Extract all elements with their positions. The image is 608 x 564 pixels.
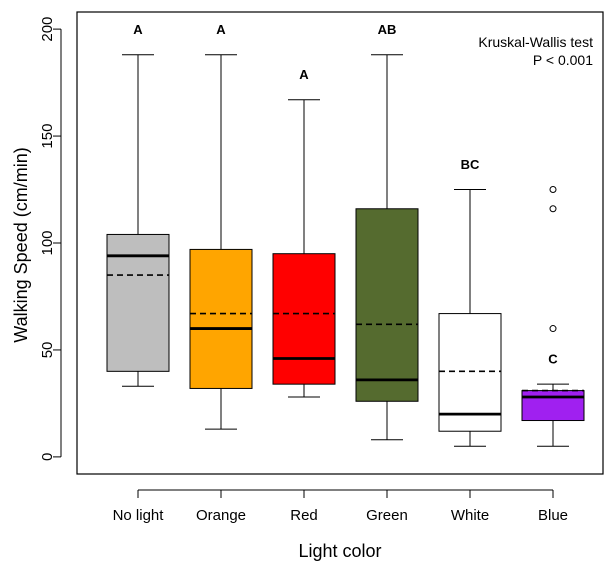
plot-frame xyxy=(76,11,604,475)
iqr-box xyxy=(355,208,419,402)
x-axis: No light Orange Red Green White Blue xyxy=(113,489,568,524)
iqr-box xyxy=(189,248,253,389)
outlier-point xyxy=(549,186,557,194)
iqr-box xyxy=(438,313,502,432)
significance-letter: A xyxy=(133,22,143,37)
iqr-box xyxy=(521,390,585,422)
outlier-point xyxy=(549,205,557,213)
x-tick-label: No light xyxy=(113,507,165,524)
box-group: A xyxy=(106,22,170,387)
x-tick-label: Red xyxy=(290,507,318,524)
box-group: C xyxy=(521,186,585,447)
iqr-box xyxy=(106,233,170,372)
significance-letter: A xyxy=(216,22,226,37)
annotation: Kruskal-Wallis test P < 0.001 xyxy=(478,34,593,68)
outlier-point xyxy=(549,325,557,333)
y-tick-label: 0 xyxy=(39,453,56,461)
y-tick-label: 50 xyxy=(39,342,56,359)
significance-letter: AB xyxy=(378,22,397,37)
x-tick-label: Green xyxy=(366,507,408,524)
x-tick-label: Blue xyxy=(538,507,568,524)
box-group: A xyxy=(272,67,336,398)
significance-letter: A xyxy=(299,67,309,82)
significance-letter: BC xyxy=(461,157,480,172)
x-axis-title: Light color xyxy=(298,541,381,561)
x-tick-label: Orange xyxy=(196,507,246,524)
boxes: A A A AB BC C xyxy=(106,22,585,447)
y-tick-label: 150 xyxy=(39,124,56,149)
annotation-line-1: Kruskal-Wallis test xyxy=(478,34,593,50)
box-group: AB xyxy=(355,22,419,441)
box-group: BC xyxy=(438,157,502,447)
y-axis-title: Walking Speed (cm/min) xyxy=(11,147,31,342)
annotation-line-2: P < 0.001 xyxy=(533,52,593,68)
iqr-box xyxy=(272,253,336,385)
y-axis: 0 50 100 150 200 xyxy=(39,17,62,461)
y-tick-label: 100 xyxy=(39,230,56,255)
x-tick-label: White xyxy=(451,507,489,524)
y-tick-label: 200 xyxy=(39,17,56,42)
box-group: A xyxy=(189,22,253,430)
significance-letter: C xyxy=(548,352,558,367)
